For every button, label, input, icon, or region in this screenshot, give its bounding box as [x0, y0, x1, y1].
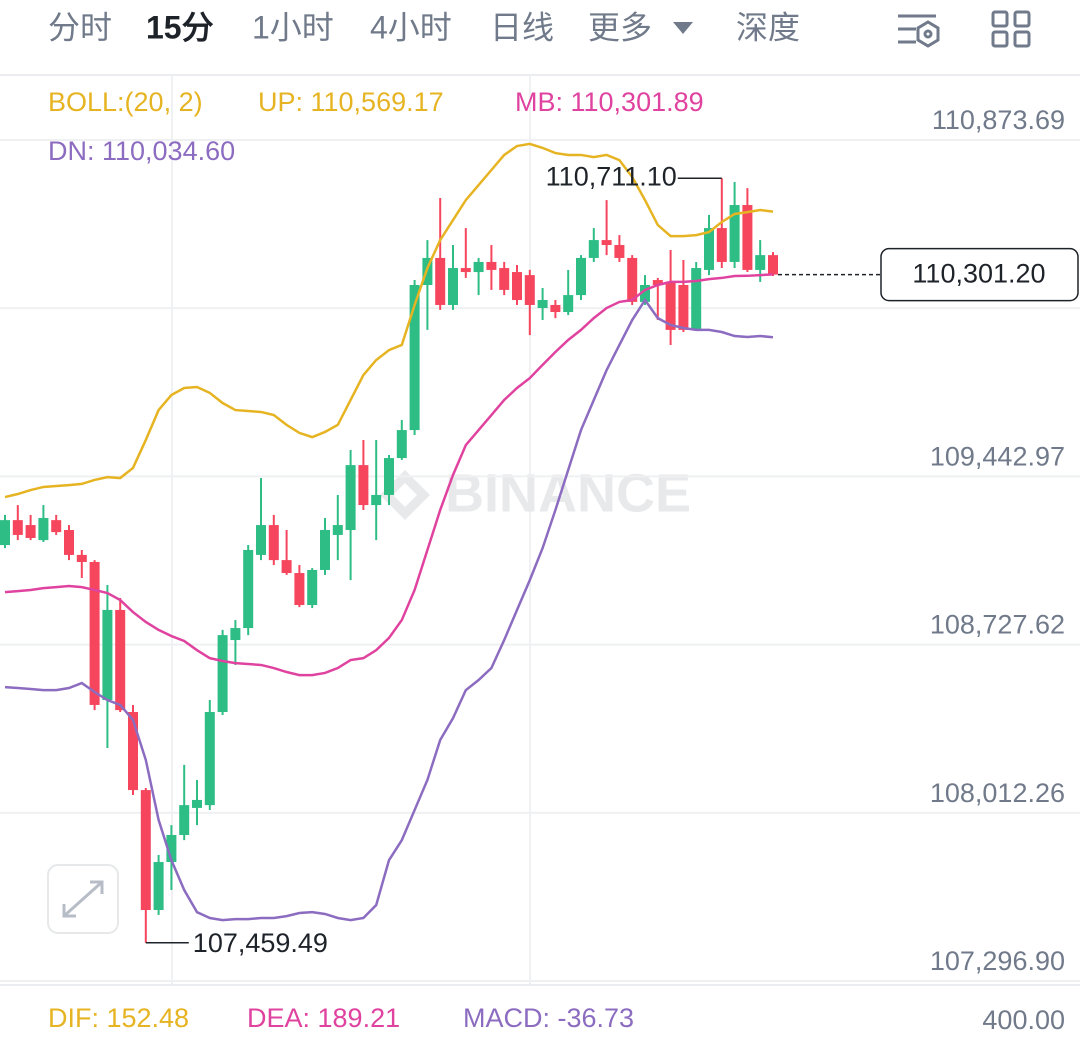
macd-legend: DIF: 152.48: [48, 1003, 189, 1033]
tab[interactable]: 1小时: [252, 9, 334, 45]
candle-body: [51, 520, 62, 533]
candle-body: [537, 300, 548, 309]
candle-body: [294, 573, 305, 606]
candle-body: [128, 712, 138, 791]
macd-legend: DEA: 189.21: [247, 1003, 400, 1033]
tab[interactable]: 深度: [736, 9, 800, 45]
bollinger-line: [4, 297, 774, 922]
candle-body: [307, 569, 318, 606]
candle-body: [38, 518, 49, 541]
candle-body: [281, 560, 292, 574]
candle-body: [409, 284, 420, 431]
candle-body: [588, 240, 599, 258]
y-tick-label: 110,873.69: [932, 105, 1065, 135]
candle-body: [25, 525, 36, 538]
tab[interactable]: 更多: [588, 9, 652, 45]
last-price-label: 110,301.20: [912, 259, 1045, 289]
candle-body: [486, 261, 497, 270]
candle-body: [524, 275, 535, 305]
last-price-box: [880, 247, 1079, 302]
candle-body: [192, 799, 202, 808]
candle-body: [742, 205, 753, 270]
candle-body: [768, 255, 778, 275]
tab[interactable]: 4小时: [370, 9, 452, 45]
tab[interactable]: 15分: [146, 9, 214, 45]
candle-body: [140, 790, 151, 910]
candle-body: [448, 268, 458, 305]
candle-body: [256, 525, 266, 555]
candle-body: [243, 549, 254, 629]
candle-body: [665, 281, 676, 330]
candle-body: [179, 805, 190, 835]
candle-body: [102, 609, 113, 701]
candle-body: [320, 530, 330, 570]
candle-body: [217, 635, 228, 712]
candle-body: [115, 609, 126, 711]
candle-body: [499, 268, 510, 290]
candle-body: [89, 561, 100, 705]
candle-body: [755, 255, 766, 270]
candle-body: [512, 272, 522, 301]
candle-body: [614, 245, 625, 258]
y-tick-label: 108,012.26: [930, 778, 1065, 808]
y-tick-label: 107,296.90: [930, 946, 1065, 976]
candle-body: [601, 240, 612, 246]
candle-body: [640, 284, 650, 302]
candle-body: [76, 554, 87, 562]
dropdown-arrow[interactable]: [673, 22, 693, 34]
candle-body: [358, 465, 369, 506]
legend-label: BOLL:(20, 2): [48, 87, 203, 117]
annotation: 110,711.10: [546, 161, 677, 191]
candle-body: [550, 304, 561, 313]
candle-body: [473, 261, 484, 273]
candle-body: [12, 520, 23, 535]
tab[interactable]: 日线: [490, 9, 554, 45]
candle-body: [729, 205, 740, 262]
candle-body: [435, 257, 446, 305]
candle-body: [268, 525, 279, 561]
candle-body: [230, 628, 241, 641]
candle-body: [0, 520, 10, 546]
bollinger-line: [4, 142, 774, 499]
candle-body: [345, 465, 356, 530]
settings-icon[interactable]: [898, 14, 940, 48]
candle-body: [396, 430, 407, 459]
layout-icon[interactable]: [991, 10, 1031, 48]
macd-axis-label: 400.00: [982, 1005, 1065, 1035]
macd-legend: MACD: -36.73: [463, 1003, 634, 1033]
candle-body: [691, 268, 702, 330]
candle-body: [652, 280, 663, 285]
candle-body: [627, 257, 638, 302]
candle-body: [576, 257, 586, 296]
tab[interactable]: 分时: [48, 9, 112, 45]
annotation: 107,459.49: [193, 928, 328, 958]
candle-body: [153, 862, 164, 910]
expand-button[interactable]: [47, 864, 119, 934]
y-tick-label: 109,442.97: [930, 442, 1065, 472]
legend-label: DN: 110,034.60: [48, 136, 235, 166]
candle-body: [678, 284, 689, 330]
bollinger-line: [4, 273, 774, 677]
candle-body: [166, 834, 177, 863]
legend-label: UP: 110,569.17: [258, 87, 444, 117]
candle-body: [332, 525, 343, 535]
y-tick-label: 108,727.62: [930, 610, 1065, 640]
candle-body: [704, 228, 714, 270]
legend-label: MB: 110,301.89: [515, 87, 704, 117]
candle-body: [716, 228, 727, 262]
candle-body: [64, 530, 74, 555]
candle-body: [460, 268, 471, 273]
candle-body: [371, 494, 382, 506]
candle-body: [563, 295, 574, 313]
candle-body: [204, 712, 215, 806]
candle-body: [384, 458, 394, 495]
